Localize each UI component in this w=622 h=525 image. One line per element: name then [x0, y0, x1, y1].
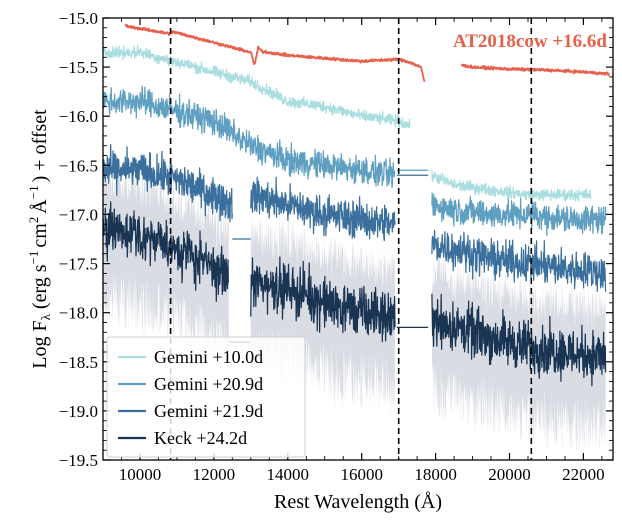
series-gemini-21-9d-line-2: [250, 176, 396, 242]
y-tick-label: −16.5: [59, 156, 98, 175]
series-keck-24-2d: [103, 158, 607, 455]
series-keck-24-2d-line-2: [250, 256, 396, 343]
y-tick-label: −19.5: [59, 451, 98, 470]
legend: Gemini +10.0d Gemini +20.9d Gemini +21.9…: [106, 336, 306, 458]
series-at2018cow-16-6d-line-0: [124, 23, 426, 82]
series-at2018cow-16-6d: [124, 23, 611, 82]
y-tick-label: −19.0: [59, 402, 98, 421]
tick-layer: 10000 12000 14000 16000 18000 20000 22000 −15.0…: [59, 9, 613, 484]
annotation-label: AT2018cow +16.6d: [453, 31, 607, 52]
series-keck-24-2d-error-band-4: [431, 251, 606, 455]
x-tick-label: 18000: [414, 465, 457, 484]
series-layer: [103, 23, 611, 455]
y-axis-title: Log Fλ(erg s−1cm2Å−1) + offset: [26, 109, 53, 369]
y-tick-label: −15.0: [59, 9, 98, 28]
x-tick-label: 14000: [267, 465, 310, 484]
x-axis-title: Rest Wavelength (Å): [274, 491, 442, 513]
series-gemini-21-9d: [103, 143, 607, 292]
series-gemini-20-9d-line-0: [103, 85, 396, 188]
vline-layer: [169, 18, 533, 460]
x-tick-label: 10000: [119, 465, 162, 484]
y-tick-label: −18.5: [59, 353, 98, 372]
series-gemini-20-9d: [103, 85, 607, 236]
x-tick-label: 20000: [488, 465, 531, 484]
x-tick-label: 22000: [562, 465, 605, 484]
series-gemini-10-0d-line-1: [431, 169, 592, 203]
x-tick-label: 16000: [340, 465, 383, 484]
legend-label-gemini-10: Gemini +10.0d: [154, 347, 263, 367]
series-keck-24-2d-line-0: [103, 201, 230, 302]
series-keck-24-2d-line-4: [431, 293, 607, 387]
y-tick-label: −16.0: [59, 107, 98, 126]
y-tick-label: −18.0: [59, 304, 98, 323]
series-gemini-10-0d: [103, 45, 592, 203]
legend-label-keck-24: Keck +24.2d: [154, 428, 247, 448]
series-gemini-21-9d-line-0: [103, 143, 233, 223]
y-tick-label: −17.0: [59, 205, 98, 224]
legend-label-gemini-21: Gemini +21.9d: [154, 401, 263, 421]
series-gemini-10-0d-line-0: [103, 45, 411, 129]
series-gemini-20-9d-line-2: [431, 192, 607, 236]
series-keck-24-2d-error-band-2: [250, 210, 395, 419]
legend-box: [106, 336, 306, 458]
legend-label-gemini-20: Gemini +20.9d: [154, 374, 263, 394]
plot-frame: [102, 17, 614, 461]
series-at2018cow-16-6d-line-1: [460, 63, 611, 77]
y-tick-label: −15.5: [59, 58, 98, 77]
series-gemini-21-9d-line-4: [431, 229, 607, 292]
x-tick-label: 12000: [193, 465, 236, 484]
y-tick-label: −17.5: [59, 255, 98, 274]
